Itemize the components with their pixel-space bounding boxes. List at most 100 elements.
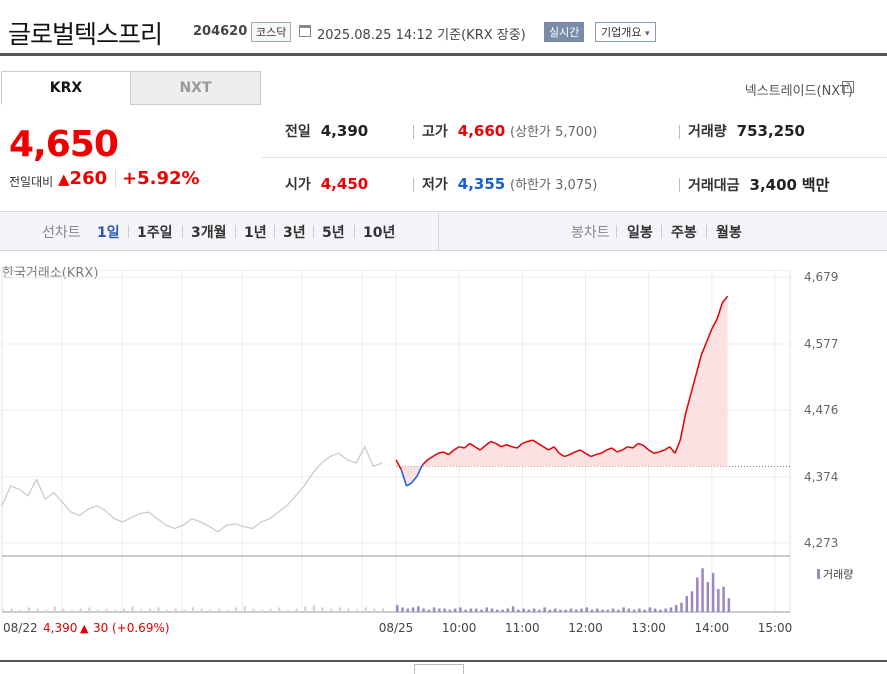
volume-bar [364, 607, 367, 612]
volume-bar [617, 609, 620, 612]
volume-bar [417, 606, 420, 612]
price-line-segment [606, 447, 613, 451]
realtime-button[interactable]: 실시간 [544, 22, 585, 42]
price-line-segment [479, 444, 486, 451]
nexttrade-link[interactable]: 넥스트레이드(NXT) [745, 80, 853, 99]
candle-weekly[interactable]: 주봉 [671, 225, 697, 241]
stat-separator [679, 125, 680, 139]
x-tick-label: 13:00 [631, 621, 666, 635]
volume-bar [148, 608, 151, 612]
x-tick-label: 15:00 [758, 621, 793, 635]
datetime-text: 2025.08.25 14:12 [317, 28, 434, 43]
period-1week[interactable]: 1주일 [137, 225, 173, 241]
price-line-segment [495, 442, 502, 448]
price-line-segment [485, 440, 492, 446]
volume-bar [71, 609, 74, 612]
stat-separator [413, 125, 414, 139]
stat-label: 전일 [285, 124, 311, 140]
volume-bar [453, 608, 457, 612]
volume-bar [10, 608, 13, 612]
stat-value: 4,660 [457, 122, 506, 140]
period-separator [313, 225, 314, 238]
volume-bar [596, 608, 599, 612]
period-5year[interactable]: 5년 [322, 225, 345, 241]
period-1year[interactable]: 1년 [244, 225, 267, 241]
stat-sub: (상한가 5,700) [510, 125, 598, 140]
period-3month[interactable]: 3개월 [191, 225, 227, 241]
price-line-segment [490, 440, 497, 445]
volume-bar [527, 609, 531, 612]
tab-nxt[interactable]: NXT [130, 71, 261, 105]
price-line-segment [574, 449, 581, 453]
price-line-segment [590, 453, 597, 458]
price-chart[interactable]: 4,679 4,577 4,476 4,374 4,273 거래량 08/25 10:00 11… [0, 270, 887, 664]
volume-bar [580, 608, 583, 612]
period-bar-divider [438, 212, 439, 250]
y-tick-label: 4,374 [804, 470, 838, 484]
candle-monthly[interactable]: 월봉 [716, 225, 742, 241]
price-line-segment [506, 444, 513, 448]
change-divider [115, 170, 116, 188]
volume-bar [295, 608, 298, 612]
y-tick-label: 4,273 [804, 536, 838, 550]
volume-bar [532, 608, 536, 612]
volume-bar [685, 595, 689, 612]
volume-bar [653, 608, 657, 612]
volume-bar [611, 608, 615, 612]
volume-bar [105, 608, 108, 612]
x-tick-label: 14:00 [695, 621, 730, 635]
price-line-segment [421, 459, 429, 466]
candle-daily[interactable]: 일봉 [627, 225, 653, 241]
price-line-segment [527, 439, 534, 443]
price-line-segment [516, 442, 523, 449]
volume-bar [727, 598, 731, 612]
price-line-segment [542, 446, 550, 451]
price-line-segment [705, 328, 713, 343]
period-3year[interactable]: 3년 [283, 225, 306, 241]
price-line-segment [611, 447, 618, 453]
tab-krx[interactable]: KRX [1, 71, 131, 105]
line-chart-label: 선차트 [42, 225, 81, 241]
period-separator [706, 225, 707, 238]
volume-bar [648, 607, 652, 612]
x-tick-label: 12:00 [568, 621, 603, 635]
price-line-segment [548, 446, 555, 451]
stock-code: 204620 [193, 24, 248, 39]
basis-text: 기준(KRX 장중) [437, 28, 526, 43]
volume-bar [432, 607, 436, 612]
volume-bar [501, 609, 504, 612]
volume-bar [252, 608, 255, 612]
price-line-segment [558, 452, 565, 458]
period-1day[interactable]: 1일 [97, 225, 120, 241]
price-line-segment [395, 459, 402, 470]
stat-value: 4,450 [320, 175, 369, 193]
volume-bar [448, 609, 452, 612]
volume-bar [627, 608, 631, 612]
price-line-segment [458, 445, 465, 449]
stat-value: 753,250 [736, 122, 805, 140]
volume-bar [696, 577, 699, 612]
volume-bar [19, 609, 22, 612]
period-10year[interactable]: 10년 [363, 225, 396, 241]
price-line-segment [463, 442, 471, 449]
price-line-segment [437, 451, 444, 454]
chevron-down-icon: ▾ [644, 29, 650, 39]
prev-day-close: 4,390 [43, 621, 77, 635]
company-overview-dropdown[interactable]: 기업개요 ▾ [595, 22, 656, 42]
volume-bar [401, 607, 404, 612]
volume-bar [427, 609, 431, 612]
current-price: 4,650 [9, 124, 119, 165]
volume-bar [243, 606, 246, 612]
period-separator [616, 225, 617, 238]
stat-low: 저가 4,355 (하한가 3,075) [422, 174, 597, 194]
prev-day-change-pct: (+0.69%) [112, 621, 170, 635]
stock-name: 글로벌텍스프리 [8, 20, 163, 49]
chart-expand-handle[interactable] [414, 664, 464, 674]
volume-bar [574, 609, 578, 612]
volume-bar [278, 607, 281, 612]
x-tick-label: 10:00 [442, 621, 477, 635]
price-line-segment [642, 444, 650, 451]
volume-bar [97, 609, 99, 612]
volume-bar [174, 608, 177, 612]
help-icon[interactable]: ? [842, 81, 854, 93]
